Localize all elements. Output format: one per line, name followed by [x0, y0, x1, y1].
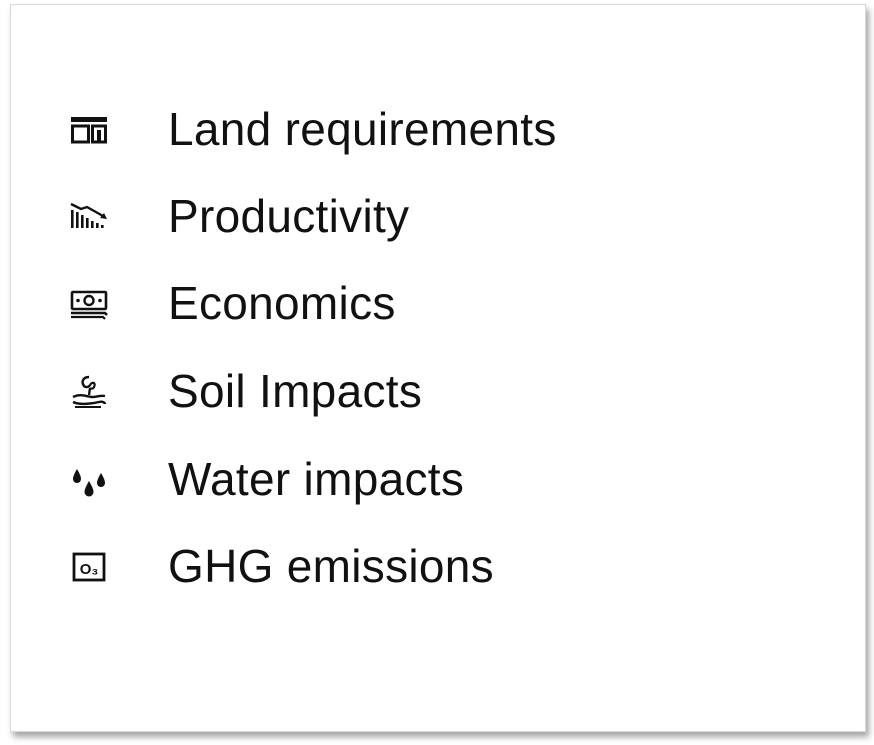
seedling-hand-icon — [67, 371, 111, 411]
item-label: Productivity — [168, 190, 410, 242]
item-label: Land requirements — [168, 103, 557, 155]
ozone-o3-icon: O₃ — [67, 546, 111, 586]
item-label: Soil Impacts — [168, 365, 423, 417]
slide-card: Land requirements Productivity — [10, 4, 866, 732]
land-layout-icon — [67, 109, 111, 149]
impact-list: Land requirements Productivity — [11, 5, 865, 731]
list-item-land-requirements: Land requirements — [11, 99, 865, 159]
ozone-badge-text: O₃ — [80, 561, 99, 578]
list-item-productivity: Productivity — [11, 186, 865, 246]
list-item-ghg-emissions: O₃ GHG emissions — [11, 536, 865, 596]
list-item-water-impacts: Water impacts — [11, 449, 865, 509]
item-label: GHG emissions — [168, 540, 494, 592]
list-item-soil-impacts: Soil Impacts — [11, 361, 865, 421]
declining-bar-chart-icon — [67, 196, 111, 236]
money-bill-icon — [67, 283, 111, 323]
item-label: Water impacts — [168, 453, 465, 505]
item-label: Economics — [168, 277, 396, 329]
list-item-economics: Economics — [11, 273, 865, 333]
water-drops-icon — [67, 459, 111, 499]
